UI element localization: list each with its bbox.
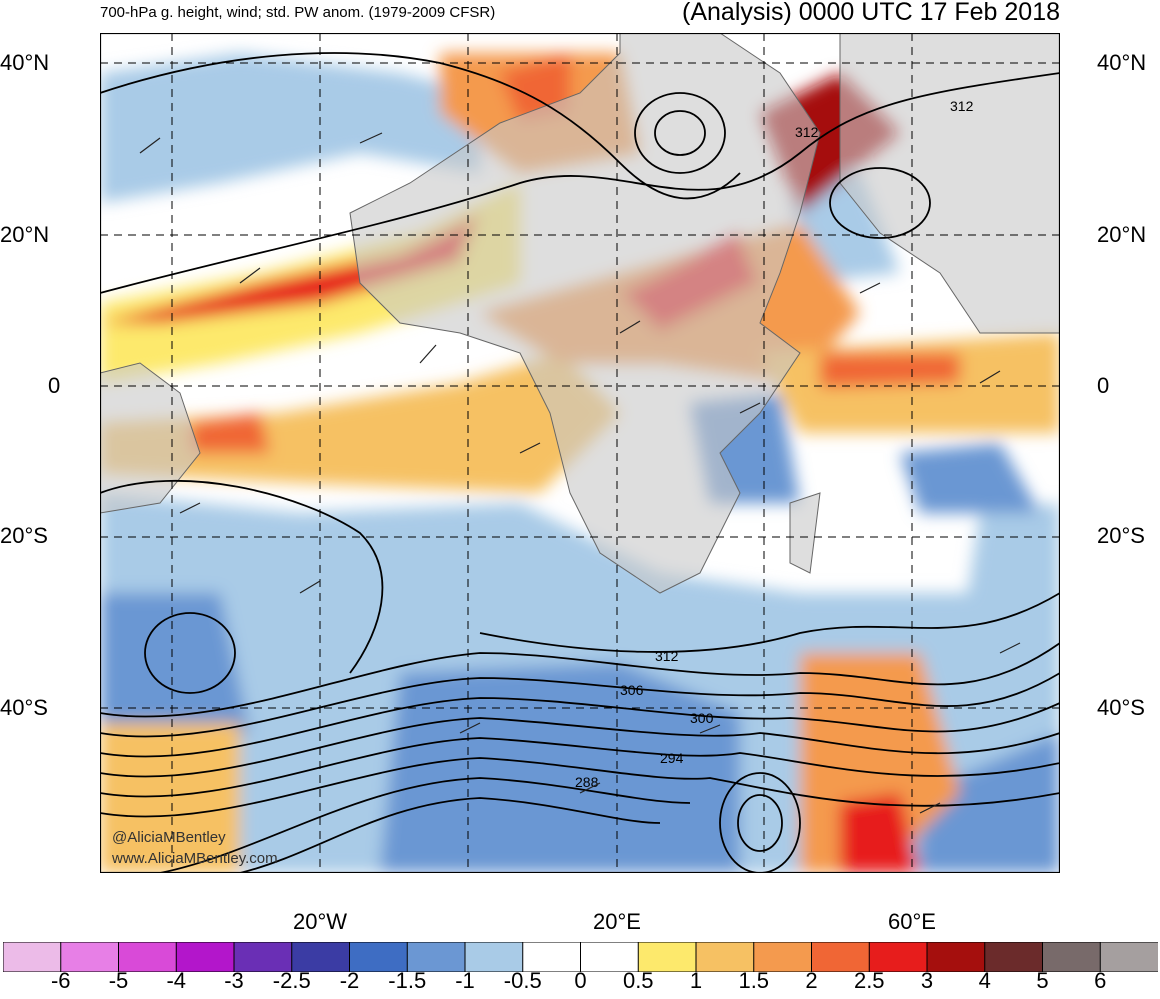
lat-label-40s-left: 40°S — [0, 695, 48, 720]
watermark-handle: @AliciaMBentley — [112, 829, 226, 846]
colorbar-tick-label: -1.5 — [388, 968, 427, 993]
lon-label-60e: 60°E — [888, 909, 936, 934]
lat-label-40n-right: 40°N — [1097, 50, 1147, 75]
contour-label: 300 — [690, 710, 714, 726]
colorbar-tick-label: -2.5 — [272, 968, 311, 993]
colorbar-swatch — [349, 942, 409, 972]
lat-label-20n-right: 20°N — [1097, 222, 1147, 247]
colorbar-swatch — [926, 942, 986, 972]
wind-barbs — [139, 132, 1021, 814]
map-title-left: 700-hPa g. height, wind; std. PW anom. (… — [100, 4, 496, 21]
colorbar-tick-label: -2 — [339, 968, 360, 993]
colorbar-swatch — [522, 942, 582, 972]
lat-label-20n-left: 20°N — [0, 222, 50, 247]
map-frame — [100, 33, 1060, 873]
colorbar-tick-label: 2.5 — [853, 968, 885, 993]
colorbar-tick-label: 4 — [978, 968, 991, 993]
colorbar-swatch — [753, 942, 813, 972]
colorbar-tick-label: -3 — [224, 968, 244, 993]
lon-label-20w: 20°W — [292, 909, 348, 934]
lat-label-eq-right: 0 — [1097, 373, 1110, 398]
lat-label-40s-right: 40°S — [1097, 695, 1145, 720]
colorbar-swatch — [1099, 942, 1158, 972]
contour-label: 306 — [620, 682, 644, 698]
contour-label-group: 312 306 300 294 288 312 312 — [575, 98, 974, 790]
contour-label: 312 — [655, 648, 679, 664]
colorbar-swatch — [406, 942, 466, 972]
contour-label: 312 — [795, 124, 819, 140]
colorbar-tick-label: 0.5 — [622, 968, 654, 993]
lat-label-eq-left: 0 — [48, 373, 61, 398]
height-contours — [100, 52, 1060, 873]
colorbar-tick-label: -0.5 — [503, 968, 542, 993]
colorbar-tick-label: 0 — [574, 968, 587, 993]
map-panel: 312 306 300 294 288 312 312 — [100, 33, 1060, 873]
contour-label: 312 — [950, 98, 974, 114]
lat-label-20s-right: 20°S — [1097, 523, 1145, 548]
lat-label-40n-left: 40°N — [0, 50, 50, 75]
colorbar-swatch — [1042, 942, 1102, 972]
map-title-right: (Analysis) 0000 UTC 17 Feb 2018 — [682, 0, 1060, 26]
colorbar — [3, 942, 1158, 972]
contour-label: 288 — [575, 774, 599, 790]
contour-label: 294 — [660, 750, 684, 766]
colorbar-tick-label: 1.5 — [738, 968, 770, 993]
colorbar-tick-label: 5 — [1036, 968, 1049, 993]
colorbar-tick-label: 3 — [920, 968, 934, 993]
colorbar-tick-label: -6 — [50, 968, 71, 993]
colorbar-swatch — [984, 942, 1044, 972]
colorbar-tick-label: -5 — [108, 968, 129, 993]
lat-label-20s-left: 20°S — [0, 523, 48, 548]
watermark-url: www.AliciaMBentley.com — [112, 850, 278, 867]
colorbar-tick-label: 1 — [689, 968, 703, 993]
colorbar-tick-label: -4 — [166, 968, 187, 993]
colorbar-tick-label: 6 — [1094, 968, 1107, 993]
colorbar-tick-label: 2 — [805, 968, 818, 993]
lon-label-20e: 20°E — [593, 909, 641, 934]
colorbar-swatch — [868, 942, 928, 972]
colorbar-tick-label: -1 — [455, 968, 475, 993]
